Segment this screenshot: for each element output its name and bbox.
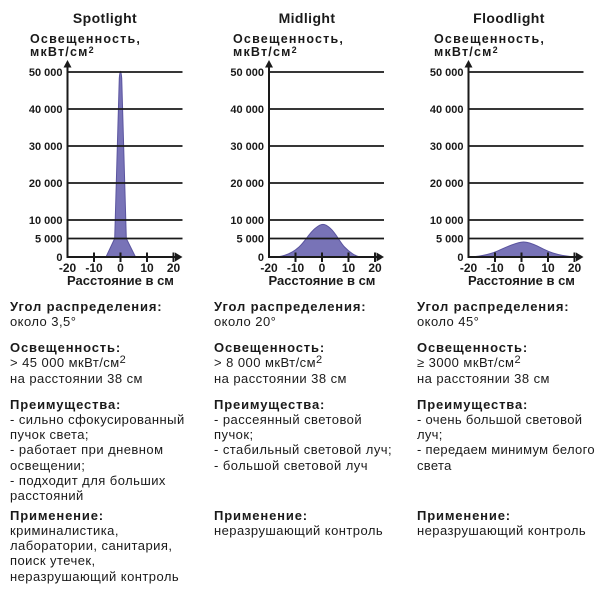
svg-text:10 000: 10 000: [230, 215, 264, 227]
svg-text:0: 0: [518, 261, 525, 275]
svg-text:Расстояние в см: Расстояние в см: [269, 273, 376, 288]
svg-text:40 000: 40 000: [29, 104, 63, 116]
svg-text:20 000: 20 000: [29, 178, 63, 190]
svg-text:-10: -10: [287, 261, 305, 275]
svg-text:40 000: 40 000: [230, 104, 264, 116]
svg-text:30 000: 30 000: [230, 141, 264, 153]
svg-text:40 000: 40 000: [430, 104, 464, 116]
svg-text:20 000: 20 000: [430, 178, 464, 190]
svg-text:20 000: 20 000: [230, 178, 264, 190]
svg-text:0: 0: [117, 261, 124, 275]
svg-text:0: 0: [56, 252, 62, 264]
svg-text:-20: -20: [260, 261, 278, 275]
svg-text:30 000: 30 000: [29, 141, 63, 153]
svg-text:0: 0: [258, 252, 264, 264]
svg-text:0: 0: [457, 252, 463, 264]
svg-text:0: 0: [319, 261, 326, 275]
svg-text:10 000: 10 000: [29, 215, 63, 227]
svg-text:10: 10: [140, 261, 154, 275]
svg-text:20: 20: [368, 261, 382, 275]
svg-text:Расстояние в см: Расстояние в см: [468, 273, 575, 288]
svg-text:-20: -20: [460, 261, 478, 275]
svg-text:5 000: 5 000: [436, 234, 464, 246]
svg-text:10: 10: [541, 261, 555, 275]
svg-text:20: 20: [167, 261, 181, 275]
svg-text:50 000: 50 000: [430, 67, 464, 79]
svg-text:5 000: 5 000: [35, 234, 63, 246]
svg-text:-20: -20: [59, 261, 77, 275]
svg-text:Расстояние в см: Расстояние в см: [67, 273, 174, 288]
svg-text:5 000: 5 000: [236, 234, 264, 246]
svg-text:-10: -10: [486, 261, 504, 275]
svg-text:10: 10: [342, 261, 356, 275]
svg-text:10 000: 10 000: [430, 215, 464, 227]
svg-text:-10: -10: [85, 261, 103, 275]
svg-text:20: 20: [568, 261, 582, 275]
svg-text:50 000: 50 000: [29, 67, 63, 79]
svg-text:50 000: 50 000: [230, 67, 264, 79]
svg-text:30 000: 30 000: [430, 141, 464, 153]
